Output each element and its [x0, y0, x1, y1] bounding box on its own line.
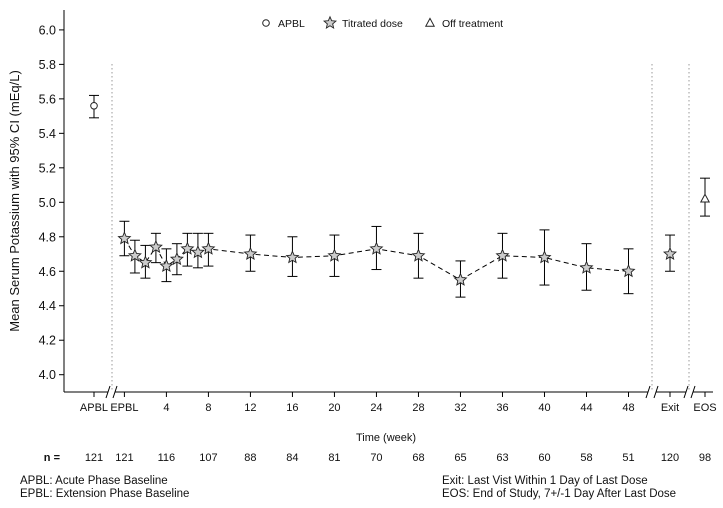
legend-marker-circle [262, 19, 270, 27]
data-point-star [327, 248, 342, 262]
data-point-star [495, 248, 510, 262]
data-point-star [579, 260, 594, 274]
footnote-epbl: EPBL: Extension Phase Baseline [20, 488, 190, 500]
n-count: 51 [622, 452, 634, 464]
data-point-star [621, 263, 636, 278]
n-count: 107 [199, 452, 217, 464]
legend-marker-triangle [424, 17, 436, 27]
x-tick-label: EPBL [110, 402, 138, 414]
x-tick-label: 8 [205, 402, 211, 414]
axis-break-mark [105, 385, 111, 399]
data-point-star [285, 250, 300, 264]
y-axis-label: Mean Serum Potassium with 95% CI (mEq/L) [7, 70, 22, 332]
n-count: 81 [328, 452, 340, 464]
n-count: 70 [370, 452, 382, 464]
footnote-apbl: APBL: Acute Phase Baseline [20, 475, 168, 487]
n-count: 60 [538, 452, 550, 464]
axis-break-mark [690, 385, 696, 399]
y-tick-label: 5.6 [39, 92, 56, 106]
footnote-eos: EOS: End of Study, 7+/-1 Day After Last … [442, 488, 677, 500]
n-count: 68 [412, 452, 424, 464]
data-point-star [369, 241, 384, 255]
x-tick-label: 24 [370, 402, 382, 414]
n-count: 63 [496, 452, 508, 464]
y-tick-label: 4.6 [39, 265, 56, 279]
n-count: 116 [158, 452, 176, 464]
data-point-star [127, 248, 142, 262]
y-tick-label: 4.4 [39, 299, 56, 313]
footnotes-left: APBL: Acute Phase Baseline EPBL: Extensi… [20, 475, 189, 501]
legend-label: APBL [278, 18, 305, 30]
x-tick-label: 28 [412, 402, 424, 414]
axis-break-mark [683, 385, 689, 399]
legend-marker-star [322, 15, 338, 29]
axis-break-mark [653, 385, 659, 399]
x-tick-label: 36 [496, 402, 508, 414]
data-point-star [180, 241, 195, 255]
y-tick-label: 4.2 [39, 334, 56, 348]
footnote-exit: Exit: Last Vist Within 1 Day of Last Dos… [442, 475, 648, 487]
data-point-circle [90, 101, 98, 110]
legend-label: Titrated dose [342, 18, 403, 30]
data-point-star [411, 248, 426, 262]
data-point-star [243, 246, 258, 260]
n-count: 121 [115, 452, 133, 464]
data-point-star [159, 258, 174, 273]
y-tick-label: 4.0 [39, 368, 56, 382]
data-point-triangle [699, 193, 711, 203]
n-row-label: n = [44, 452, 60, 464]
n-count: 98 [699, 452, 711, 464]
y-tick-label: 5.2 [39, 161, 56, 175]
x-tick-label: EOS [693, 402, 716, 414]
n-count: 120 [661, 452, 679, 464]
data-point-star [201, 241, 216, 255]
n-count: 121 [85, 452, 103, 464]
data-point-star [662, 246, 678, 260]
x-tick-label: 44 [580, 402, 592, 414]
axis-break-mark [645, 385, 651, 399]
x-tick-label: APBL [80, 402, 108, 414]
legend-label: Off treatment [442, 18, 503, 30]
x-tick-label: 16 [286, 402, 298, 414]
data-point-star [537, 250, 552, 264]
data-point-star [148, 239, 163, 254]
x-tick-label: 48 [622, 402, 634, 414]
data-point-star [138, 255, 153, 269]
n-count: 65 [454, 452, 466, 464]
x-axis-label: Time (week) [356, 432, 416, 444]
x-tick-label: 40 [538, 402, 550, 414]
data-point-star [117, 231, 132, 245]
y-tick-label: 5.8 [39, 58, 56, 72]
axis-break-mark [112, 385, 118, 399]
y-tick-label: 6.0 [39, 23, 56, 37]
x-tick-label: Exit [661, 402, 679, 414]
x-tick-label: 20 [328, 402, 340, 414]
data-point-star [190, 244, 205, 259]
n-count: 88 [244, 452, 256, 464]
data-point-star [169, 251, 184, 266]
n-count: 58 [580, 452, 592, 464]
footnotes-right: Exit: Last Vist Within 1 Day of Last Dos… [442, 475, 676, 501]
n-count: 84 [286, 452, 298, 464]
data-point-star [453, 272, 468, 286]
x-tick-label: 32 [454, 402, 466, 414]
x-tick-label: 12 [244, 402, 256, 414]
x-tick-label: 4 [163, 402, 169, 414]
y-tick-label: 5.0 [39, 196, 56, 210]
y-tick-label: 4.8 [39, 230, 56, 244]
y-tick-label: 5.4 [39, 127, 56, 141]
